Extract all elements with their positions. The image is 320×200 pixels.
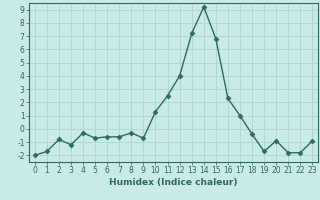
- X-axis label: Humidex (Indice chaleur): Humidex (Indice chaleur): [109, 178, 238, 187]
